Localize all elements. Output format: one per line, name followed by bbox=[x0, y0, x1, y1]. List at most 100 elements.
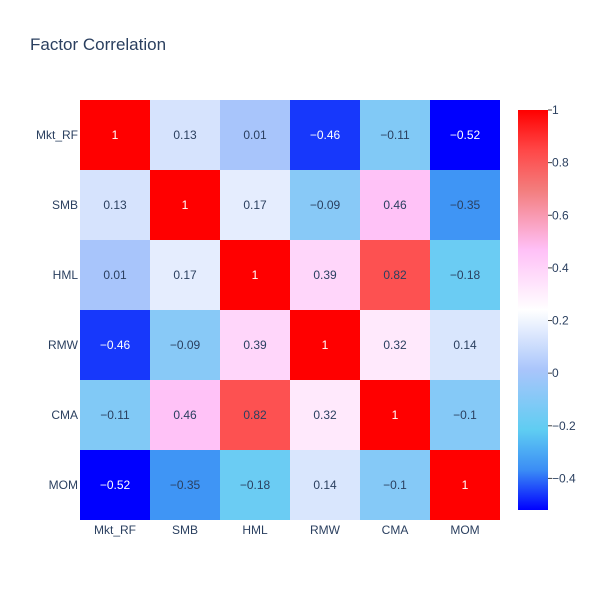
heatmap-cell bbox=[360, 310, 430, 380]
heatmap-cell bbox=[430, 310, 500, 380]
heatmap-cell bbox=[360, 380, 430, 450]
x-axis-labels: Mkt_RF SMB HML RMW CMA MOM bbox=[94, 523, 480, 537]
cell-value-label: 0.14 bbox=[453, 338, 477, 352]
heatmap-cell bbox=[360, 450, 430, 520]
x-tick-label: Mkt_RF bbox=[94, 523, 136, 537]
cell-value-label: 0.17 bbox=[173, 268, 197, 282]
y-tick-label: SMB bbox=[52, 198, 78, 212]
cell-value-label: 0.13 bbox=[103, 198, 127, 212]
y-tick-label: Mkt_RF bbox=[36, 128, 78, 142]
y-tick-label: RMW bbox=[48, 338, 79, 352]
heatmap-cell bbox=[290, 240, 360, 310]
cell-value-label: −0.52 bbox=[100, 478, 131, 492]
heatmap-cell bbox=[430, 100, 500, 170]
cell-value-label: −0.1 bbox=[453, 408, 477, 422]
heatmap-cell bbox=[290, 170, 360, 240]
heatmap-cell bbox=[150, 310, 220, 380]
cell-value-label: −0.09 bbox=[310, 198, 341, 212]
cell-value-label: −0.46 bbox=[100, 338, 131, 352]
cell-value-label: 0.13 bbox=[173, 128, 197, 142]
cell-value-label: 0.46 bbox=[383, 198, 407, 212]
cell-value-label: 0.46 bbox=[173, 408, 197, 422]
heatmap-cell bbox=[80, 240, 150, 310]
heatmap-cell bbox=[80, 380, 150, 450]
heatmap-cell bbox=[150, 240, 220, 310]
y-tick-label: CMA bbox=[51, 408, 78, 422]
heatmap-cell bbox=[220, 310, 290, 380]
chart-title: Factor Correlation bbox=[30, 35, 166, 54]
colorbar-tick-label: −0.4 bbox=[552, 471, 576, 485]
cell-value-label: 0.82 bbox=[243, 408, 267, 422]
x-tick-label: SMB bbox=[172, 523, 198, 537]
cell-value-label: −0.1 bbox=[383, 478, 407, 492]
cell-value-label: 1 bbox=[252, 268, 259, 282]
heatmap-cell bbox=[80, 170, 150, 240]
heatmap-cell bbox=[150, 170, 220, 240]
heatmap-cell bbox=[290, 450, 360, 520]
colorbar-gradient bbox=[518, 110, 548, 510]
cell-value-label: −0.11 bbox=[100, 408, 130, 422]
cell-value-label: −0.52 bbox=[450, 128, 481, 142]
heatmap-cell bbox=[220, 240, 290, 310]
cell-value-label: 1 bbox=[112, 128, 119, 142]
cell-value-label: 0.01 bbox=[243, 128, 267, 142]
cell-value-label: 0.01 bbox=[103, 268, 127, 282]
colorbar-tick-label: 0.4 bbox=[552, 261, 569, 275]
cell-value-label: 0.32 bbox=[313, 408, 337, 422]
cell-value-label: −0.09 bbox=[170, 338, 201, 352]
heatmap-cell bbox=[430, 240, 500, 310]
x-tick-label: RMW bbox=[310, 523, 341, 537]
heatmap-cell bbox=[150, 450, 220, 520]
heatmap-cell bbox=[220, 100, 290, 170]
heatmap-cell bbox=[430, 450, 500, 520]
x-tick-label: HML bbox=[242, 523, 268, 537]
cell-value-label: −0.35 bbox=[450, 198, 481, 212]
heatmap-cell bbox=[150, 100, 220, 170]
cell-value-label: −0.35 bbox=[170, 478, 201, 492]
heatmap-cell bbox=[220, 380, 290, 450]
heatmap-cell bbox=[290, 100, 360, 170]
colorbar-tick-label: 0.2 bbox=[552, 314, 569, 328]
cell-value-label: 0.32 bbox=[383, 338, 407, 352]
heatmap-cell bbox=[80, 310, 150, 380]
heatmap-cells: 1 0.13 0.01 −0.46 −0.11 −0.520.13 1 0.17 −0.09 0.… bbox=[80, 100, 500, 520]
heatmap-cell bbox=[360, 170, 430, 240]
heatmap-cell bbox=[360, 100, 430, 170]
heatmap-cell bbox=[430, 170, 500, 240]
colorbar-tick-label: −0.2 bbox=[552, 419, 576, 433]
cell-value-label: 0.39 bbox=[243, 338, 267, 352]
heatmap-cell bbox=[150, 380, 220, 450]
colorbar-tick-label: 0.6 bbox=[552, 208, 569, 222]
cell-value-label: 0.14 bbox=[313, 478, 337, 492]
heatmap-cell bbox=[80, 450, 150, 520]
x-tick-label: MOM bbox=[450, 523, 479, 537]
cell-value-label: −0.46 bbox=[310, 128, 341, 142]
cell-value-label: 0.82 bbox=[383, 268, 407, 282]
heatmap-cell bbox=[290, 380, 360, 450]
colorbar-tick-label: 0.8 bbox=[552, 156, 569, 170]
heatmap-cell bbox=[360, 240, 430, 310]
colorbar-ticks: 1 0.8 0.6 0.4 0.2 0 −0.2 −0.4 bbox=[548, 103, 576, 485]
x-tick-label: CMA bbox=[382, 523, 409, 537]
colorbar: 1 0.8 0.6 0.4 0.2 0 −0.2 −0.4 bbox=[518, 103, 576, 510]
cell-value-label: 0.39 bbox=[313, 268, 337, 282]
heatmap-cell bbox=[220, 450, 290, 520]
y-axis-labels: Mkt_RF SMB HML RMW CMA MOM bbox=[36, 128, 79, 492]
cell-value-label: −0.18 bbox=[240, 478, 271, 492]
y-tick-label: MOM bbox=[49, 478, 78, 492]
colorbar-tick-label: 0 bbox=[552, 366, 559, 380]
cell-value-label: 1 bbox=[392, 408, 399, 422]
heatmap-cell bbox=[290, 310, 360, 380]
heatmap-cell bbox=[80, 100, 150, 170]
heatmap-cell bbox=[220, 170, 290, 240]
colorbar-tick-label: 1 bbox=[552, 103, 559, 117]
cell-value-label: −0.18 bbox=[450, 268, 481, 282]
cell-value-label: 1 bbox=[322, 338, 329, 352]
cell-value-label: 0.17 bbox=[243, 198, 267, 212]
cell-value-label: 1 bbox=[182, 198, 189, 212]
cell-value-label: −0.11 bbox=[380, 128, 410, 142]
heatmap-cell bbox=[430, 380, 500, 450]
y-tick-label: HML bbox=[53, 268, 79, 282]
cell-value-label: 1 bbox=[462, 478, 469, 492]
